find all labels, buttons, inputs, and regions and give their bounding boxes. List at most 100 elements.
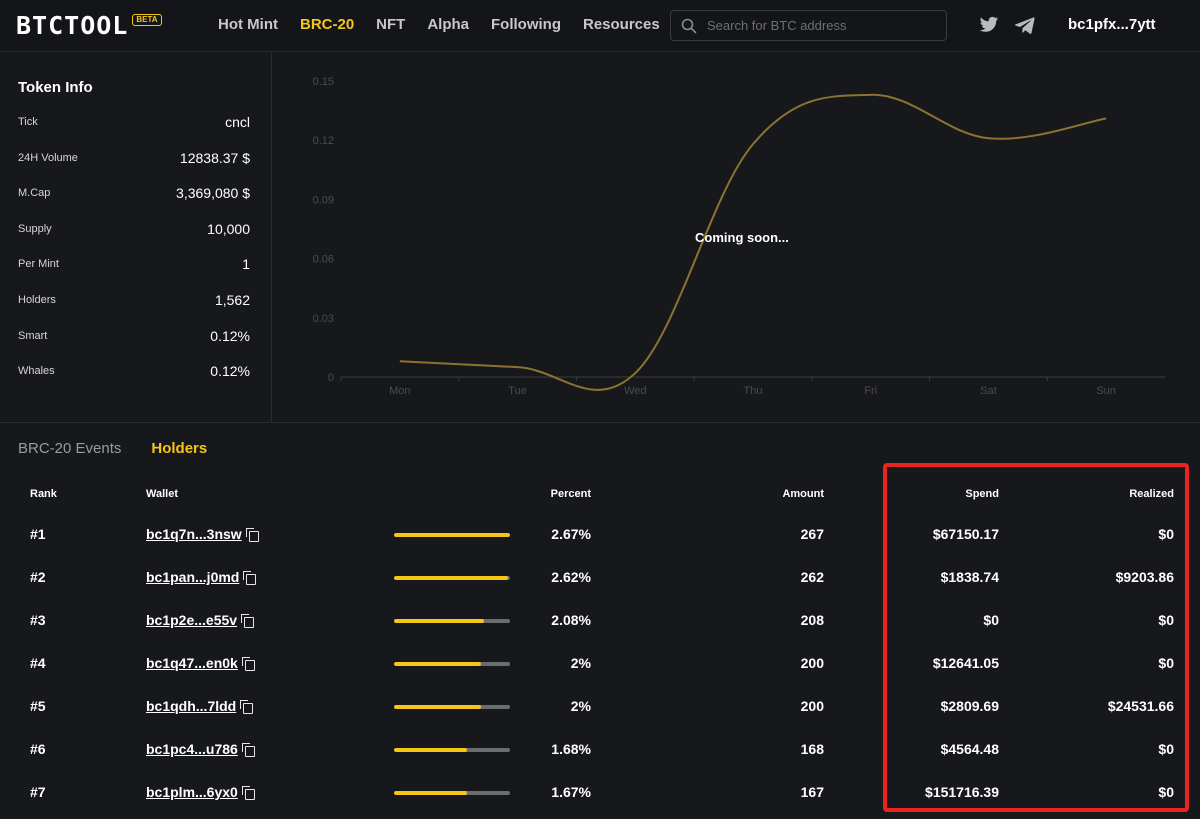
- main-nav: Hot Mint BRC-20 NFT Alpha Following Reso…: [218, 16, 660, 33]
- info-label: 24H Volume: [18, 152, 78, 164]
- telegram-icon[interactable]: [1014, 16, 1035, 39]
- spend-cell: $67150.17: [932, 526, 999, 542]
- table-row: #6 bc1pc4...u786 1.68% 168 $4564.48 $0: [0, 728, 1200, 771]
- y-tick-label: 0.09: [313, 194, 334, 206]
- header-percent: Percent: [550, 488, 591, 500]
- percent-bar: [394, 533, 510, 537]
- copy-icon[interactable]: [241, 785, 255, 800]
- header-spend: Spend: [965, 488, 999, 500]
- rank-cell: #3: [30, 612, 46, 628]
- y-tick-label: 0.06: [313, 254, 334, 266]
- token-info-panel: Token Info Tick cncl 24H Volume 12838.37…: [0, 53, 272, 422]
- copy-icon[interactable]: [241, 613, 255, 628]
- x-tick-label: Wed: [624, 385, 646, 397]
- realized-cell: $0: [1158, 612, 1174, 628]
- wallet-link[interactable]: bc1pan...j0md: [146, 569, 257, 585]
- nav-hot-mint[interactable]: Hot Mint: [218, 16, 278, 33]
- copy-icon[interactable]: [243, 570, 257, 585]
- realized-cell: $0: [1158, 526, 1174, 542]
- info-value: 1: [242, 256, 250, 272]
- nav-following[interactable]: Following: [491, 16, 561, 33]
- x-tick-label: Sun: [1096, 385, 1116, 397]
- logo[interactable]: BTCTOOL BETA: [16, 11, 162, 40]
- amount-cell: 167: [800, 784, 824, 800]
- rank-cell: #5: [30, 698, 46, 714]
- realized-cell: $0: [1158, 784, 1174, 800]
- realized-cell: $9203.86: [1115, 569, 1174, 585]
- info-value: 12838.37 $: [179, 150, 250, 166]
- wallet-link[interactable]: bc1qdh...7ldd: [146, 698, 254, 714]
- info-value: 0.12%: [210, 328, 250, 344]
- spend-cell: $12641.05: [932, 655, 999, 671]
- percent-bar-fill: [394, 705, 481, 709]
- x-tick-label: Sat: [980, 385, 997, 397]
- nav-resources[interactable]: Resources: [583, 16, 660, 33]
- percent-cell: 1.68%: [551, 741, 591, 757]
- table-row: #1 bc1q7n...3nsw 2.67% 267 $67150.17 $0: [0, 513, 1200, 556]
- table-row: #7 bc1plm...6yx0 1.67% 167 $151716.39 $0: [0, 771, 1200, 814]
- wallet-link[interactable]: bc1p2e...e55v: [146, 612, 255, 628]
- rank-cell: #2: [30, 569, 46, 585]
- price-chart: 0 0.03 0.06 0.09 0.12 0.15 Mon Tue Wed Thu Fri Sat S…: [273, 53, 1200, 422]
- nav-alpha[interactable]: Alpha: [427, 16, 470, 33]
- info-value: 3,369,080 $: [176, 185, 250, 201]
- realized-cell: $0: [1158, 741, 1174, 757]
- copy-icon[interactable]: [240, 699, 254, 714]
- copy-icon[interactable]: [245, 527, 259, 542]
- info-label: Tick: [18, 116, 38, 128]
- search-box: [670, 10, 947, 41]
- wallet-link[interactable]: bc1pc4...u786: [146, 741, 255, 757]
- y-tick-label: 0: [328, 372, 334, 384]
- tab-brc20-events[interactable]: BRC-20 Events: [18, 440, 122, 457]
- nav-nft[interactable]: NFT: [376, 16, 406, 33]
- header-realized: Realized: [1129, 488, 1174, 500]
- percent-bar: [394, 705, 510, 709]
- top-header: BTCTOOL BETA Hot Mint BRC-20 NFT Alpha F…: [0, 0, 1200, 52]
- spend-cell: $1838.74: [940, 569, 999, 585]
- spend-cell: $0: [983, 612, 999, 628]
- spend-cell: $2809.69: [940, 698, 999, 714]
- wallet-address[interactable]: bc1pc4...u786: [146, 741, 238, 757]
- rank-cell: #6: [30, 741, 46, 757]
- wallet-address[interactable]: bc1qdh...7ldd: [146, 698, 237, 714]
- table-row: #5 bc1qdh...7ldd 2% 200 $2809.69 $24531.66: [0, 685, 1200, 728]
- twitter-icon[interactable]: [979, 16, 999, 39]
- wallet-address[interactable]: bc1plm...6yx0: [146, 784, 238, 800]
- info-label: Supply: [18, 223, 52, 235]
- percent-cell: 2.62%: [551, 569, 591, 585]
- wallet-address[interactable]: bc1pan...j0md: [146, 569, 240, 585]
- percent-bar: [394, 576, 510, 580]
- info-row-whales: Whales 0.12%: [18, 361, 250, 381]
- series-line: [399, 93, 1107, 391]
- copy-icon[interactable]: [241, 656, 255, 671]
- info-row-per-mint: Per Mint 1: [18, 254, 250, 274]
- wallet-address[interactable]: bc1p2e...e55v: [146, 612, 238, 628]
- wallet-link[interactable]: bc1q47...en0k: [146, 655, 255, 671]
- info-row-tick: Tick cncl: [18, 112, 250, 132]
- nav-brc20[interactable]: BRC-20: [299, 16, 355, 33]
- realized-cell: $24531.66: [1107, 698, 1174, 714]
- spend-cell: $151716.39: [925, 784, 999, 800]
- x-tick-label: Thu: [744, 385, 763, 397]
- search-input[interactable]: [707, 18, 946, 33]
- copy-icon[interactable]: [241, 742, 255, 757]
- info-row-smart: Smart 0.12%: [18, 326, 250, 346]
- tab-holders[interactable]: Holders: [151, 440, 208, 457]
- percent-bar-fill: [394, 748, 468, 752]
- table-tabs: BRC-20 Events Holders: [18, 440, 207, 457]
- connected-wallet[interactable]: bc1pfx...7ytt: [1068, 16, 1156, 33]
- rank-cell: #1: [30, 526, 46, 542]
- info-value: 0.12%: [210, 363, 250, 379]
- token-info-title: Token Info: [18, 79, 93, 96]
- wallet-address[interactable]: bc1q7n...3nsw: [146, 526, 242, 542]
- amount-cell: 208: [800, 612, 824, 628]
- percent-bar-fill: [394, 619, 485, 623]
- wallet-link[interactable]: bc1plm...6yx0: [146, 784, 255, 800]
- percent-cell: 2%: [570, 655, 591, 671]
- percent-bar: [394, 748, 510, 752]
- wallet-address[interactable]: bc1q47...en0k: [146, 655, 238, 671]
- percent-bar: [394, 791, 510, 795]
- wallet-link[interactable]: bc1q7n...3nsw: [146, 526, 259, 542]
- amount-cell: 200: [800, 655, 824, 671]
- percent-cell: 2.67%: [551, 526, 591, 542]
